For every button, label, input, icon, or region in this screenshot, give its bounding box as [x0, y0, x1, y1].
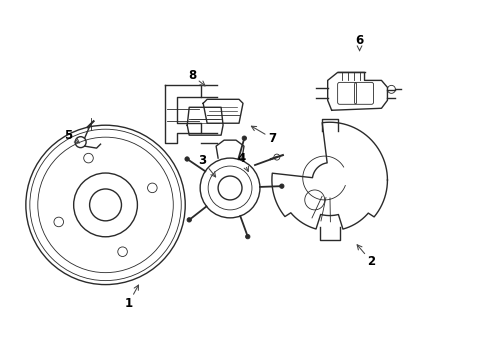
Circle shape: [184, 157, 189, 161]
Text: 3: 3: [198, 154, 215, 177]
Text: 4: 4: [237, 152, 248, 171]
Circle shape: [187, 218, 191, 222]
Text: 2: 2: [356, 245, 375, 268]
Circle shape: [245, 234, 249, 239]
Circle shape: [242, 136, 246, 140]
Text: 6: 6: [355, 34, 363, 51]
Circle shape: [279, 184, 284, 188]
Text: 8: 8: [188, 69, 204, 86]
Text: 7: 7: [251, 126, 275, 145]
Text: 1: 1: [124, 285, 138, 310]
Text: 5: 5: [64, 129, 79, 143]
